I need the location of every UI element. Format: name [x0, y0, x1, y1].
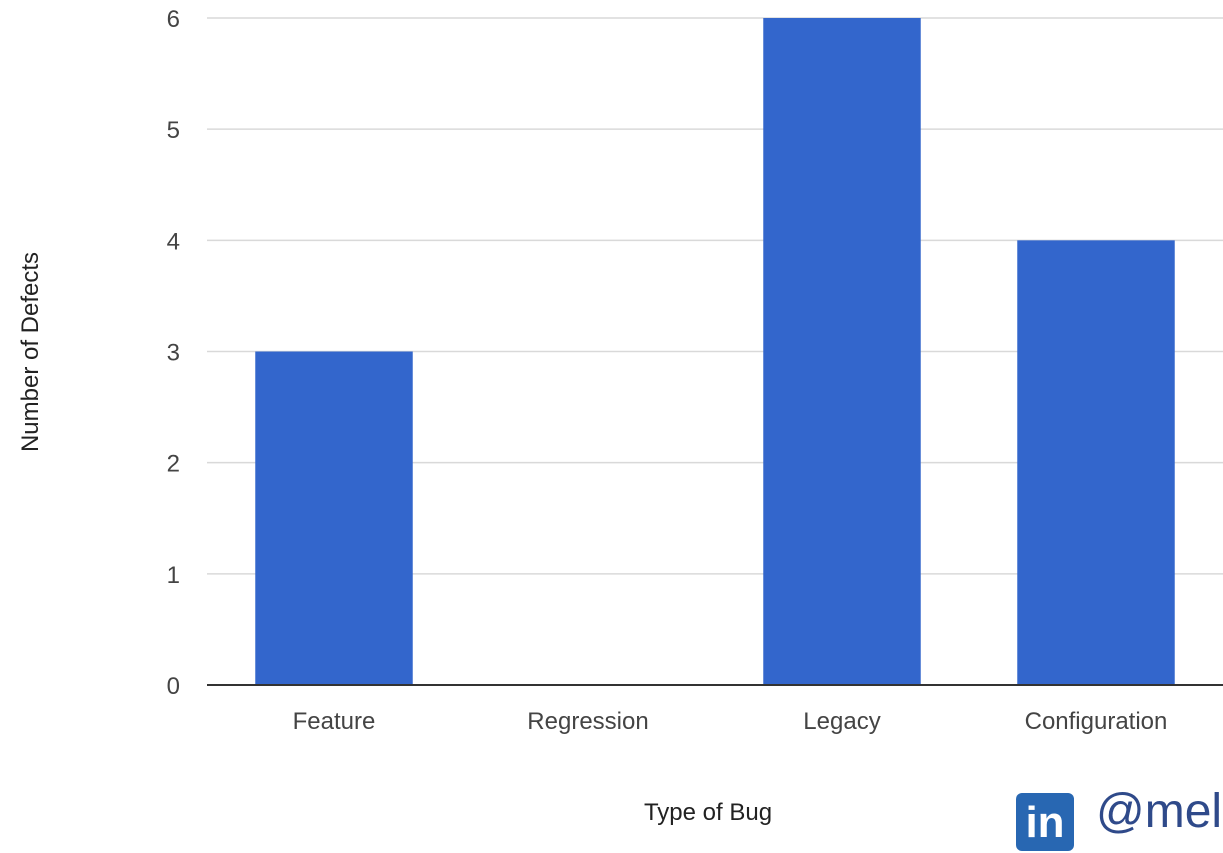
linkedin-logo-icon: in [1016, 793, 1074, 851]
y-tick-label: 2 [167, 451, 180, 478]
y-axis-title: Number of Defects [17, 252, 44, 452]
x-axis-title: Type of Bug [644, 799, 772, 826]
y-tick-label: 0 [167, 673, 180, 700]
author-handle: @mel [1096, 785, 1223, 838]
bar-configuration [1017, 240, 1175, 686]
y-tick-label: 6 [167, 6, 180, 33]
x-tick-label: Legacy [803, 708, 880, 735]
x-tick-label: Regression [527, 708, 648, 735]
x-tick-label: Feature [293, 708, 376, 735]
y-axis-ticks: 0 1 2 3 4 5 6 [167, 6, 180, 700]
y-tick-label: 1 [167, 562, 180, 589]
x-axis-ticks: Feature Regression Legacy Configuration [293, 708, 1168, 735]
bar-chart: 0 1 2 3 4 5 6 Feature Regression Legacy Configura… [17, 6, 1223, 826]
x-tick-label: Configuration [1025, 708, 1168, 735]
y-tick-label: 3 [167, 340, 180, 367]
bars [255, 18, 1175, 686]
bar-legacy [763, 18, 921, 685]
y-tick-label: 5 [167, 117, 180, 144]
bar-feature [255, 351, 413, 685]
y-tick-label: 4 [167, 228, 180, 255]
